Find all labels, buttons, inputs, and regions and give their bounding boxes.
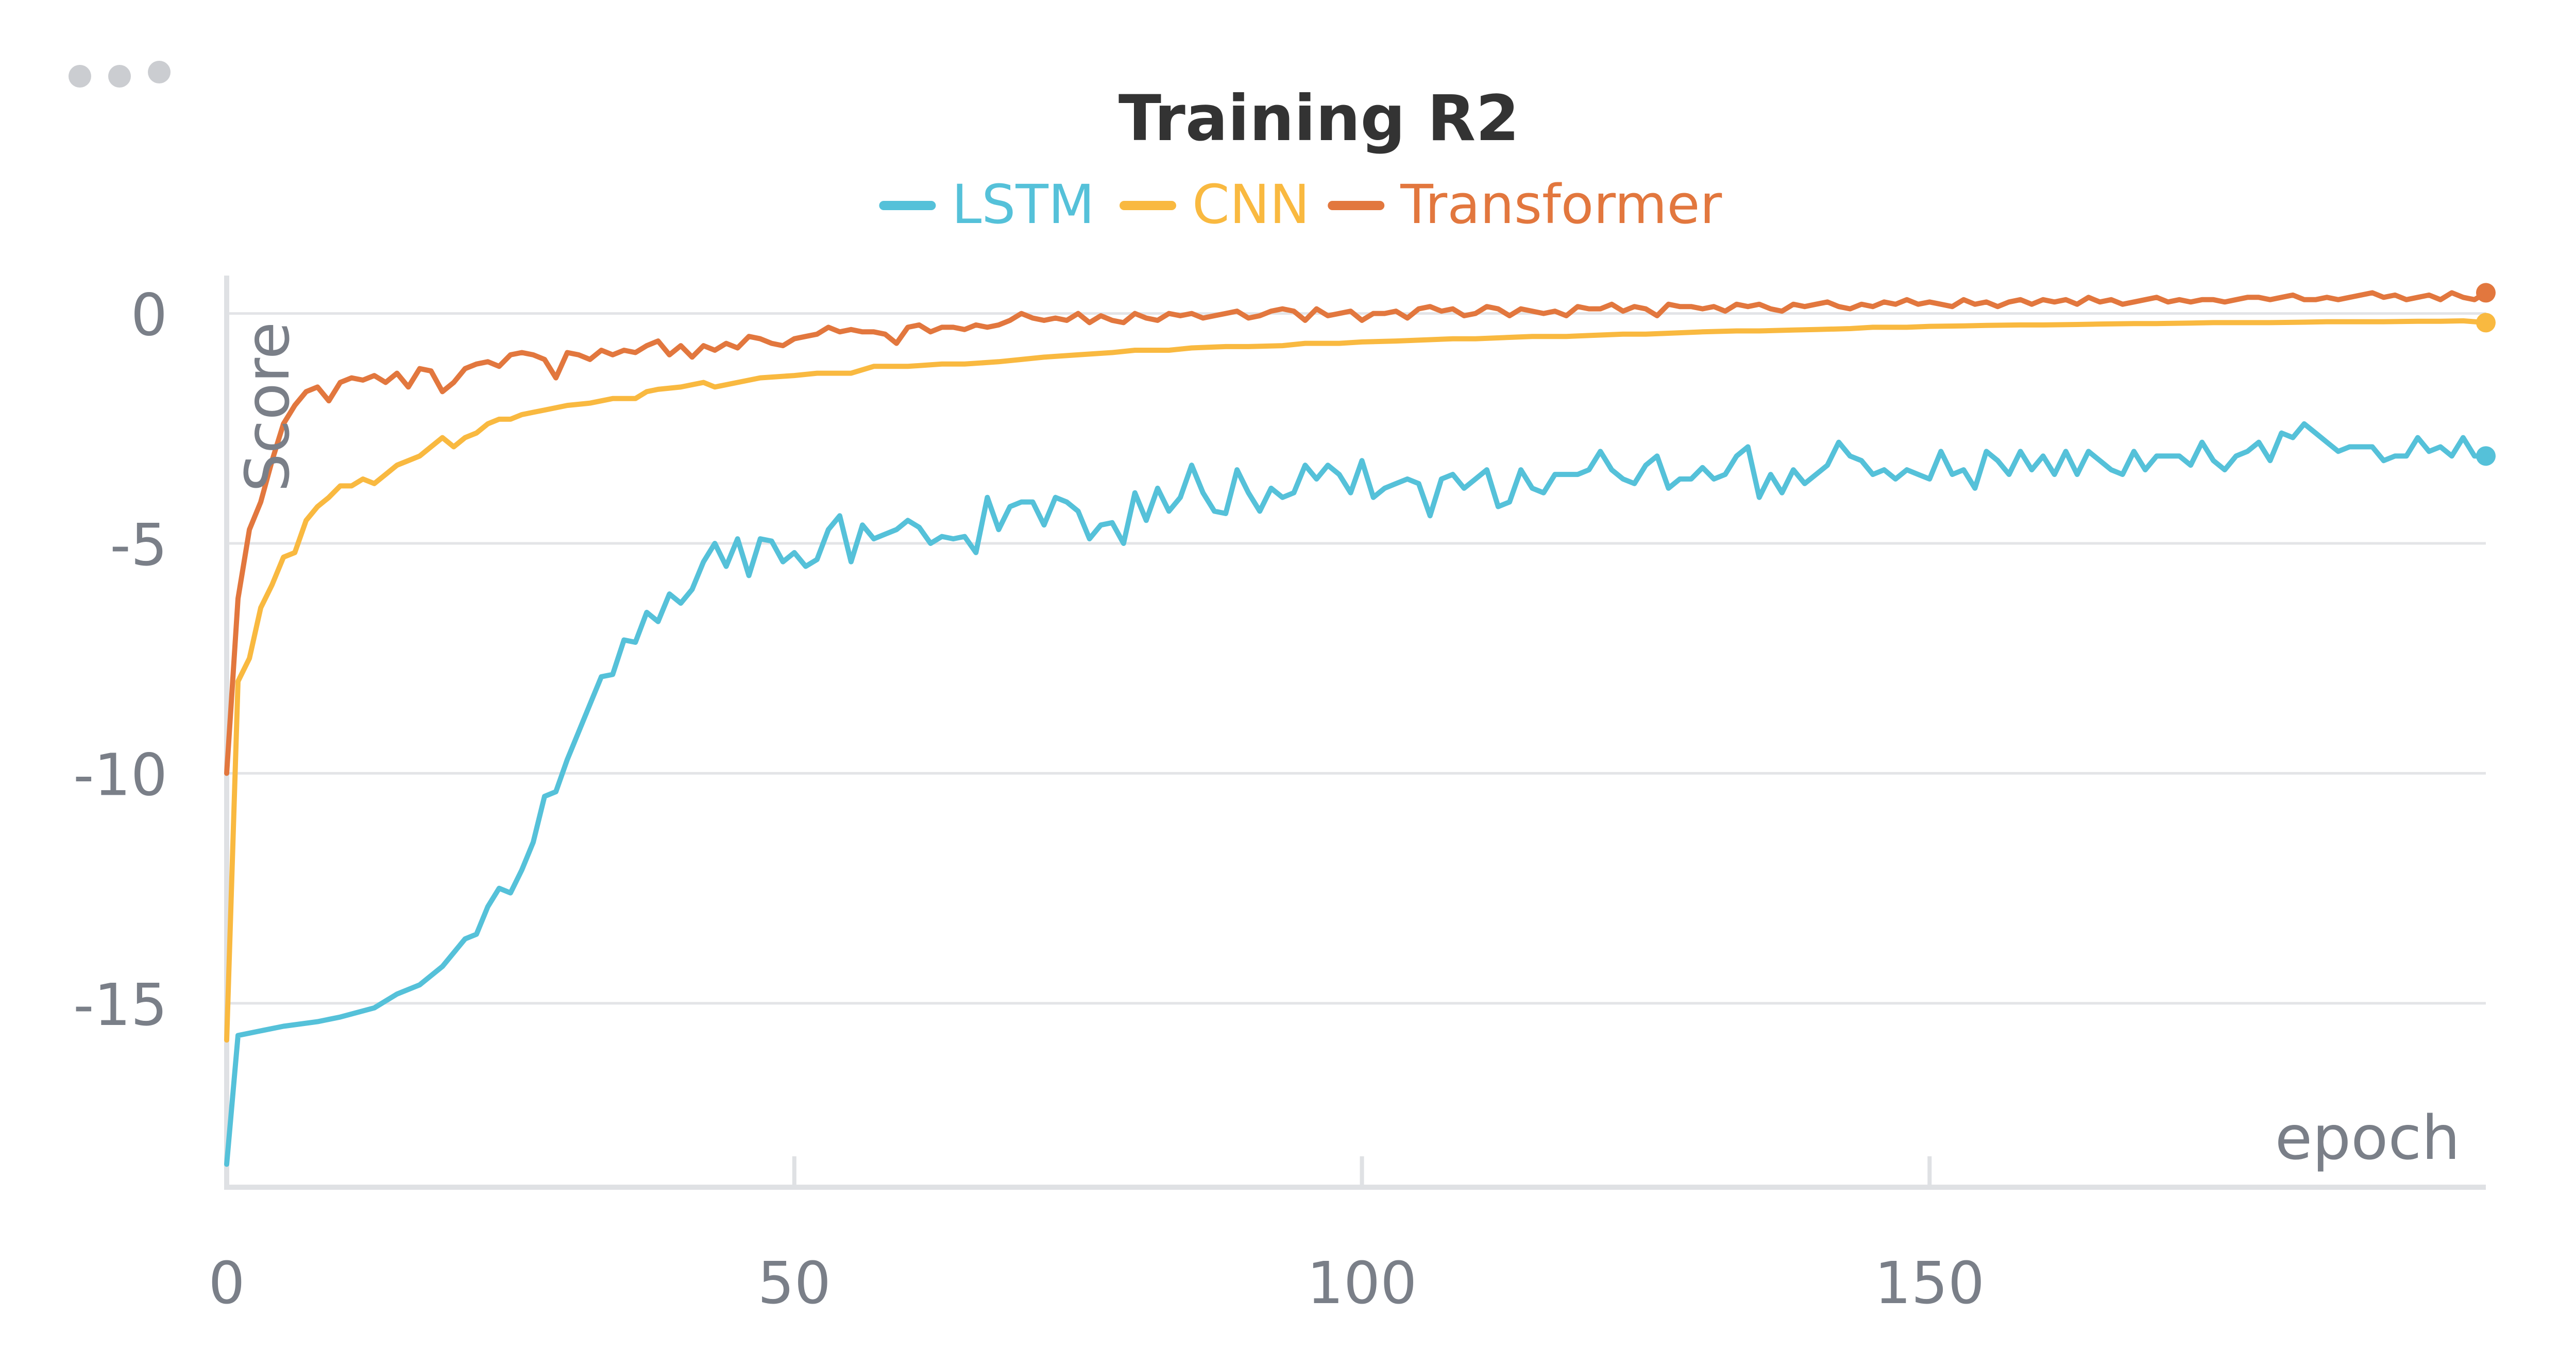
legend-item-lstm[interactable]: LSTM (879, 173, 1095, 236)
x-tick-label: 0 (208, 1250, 245, 1317)
x-tick-label: 100 (1307, 1250, 1417, 1317)
series-cnn (224, 313, 2496, 1043)
x-tick-label: 150 (1874, 1250, 1985, 1317)
series-end-point[interactable] (2476, 446, 2496, 466)
legend-label: Transformer (1400, 173, 1722, 236)
series-lstm (224, 421, 2496, 1167)
series-line[interactable] (224, 318, 2488, 1043)
chart-legend: LSTM CNN Transformer (879, 173, 1722, 236)
y-axis-ticks: 0 -5 -10 -15 (73, 282, 167, 1039)
y-tick-label: 0 (131, 282, 167, 349)
series-transformer (224, 283, 2496, 776)
y-tick-label: -15 (73, 972, 167, 1039)
series-line[interactable] (224, 290, 2488, 776)
y-tick-label: -5 (110, 512, 167, 579)
legend-label: LSTM (952, 173, 1094, 236)
series-layer (224, 283, 2496, 1167)
x-axis-ticks: 0 50 100 150 (208, 1156, 1985, 1317)
legend-label: CNN (1192, 173, 1310, 236)
legend-item-cnn[interactable]: CNN (1120, 173, 1310, 236)
series-end-point[interactable] (2476, 313, 2496, 333)
y-tick-label: -10 (73, 742, 167, 809)
more-horizontal-icon[interactable] (69, 61, 171, 88)
x-axis-label: epoch (2275, 1102, 2460, 1173)
legend-item-transformer[interactable]: Transformer (1328, 173, 1722, 236)
series-end-point[interactable] (2476, 283, 2496, 303)
chart-title: Training R2 (1118, 82, 1519, 155)
x-tick-label: 50 (758, 1250, 832, 1317)
series-line[interactable] (224, 421, 2488, 1167)
y-axis-label: Score (232, 322, 303, 492)
